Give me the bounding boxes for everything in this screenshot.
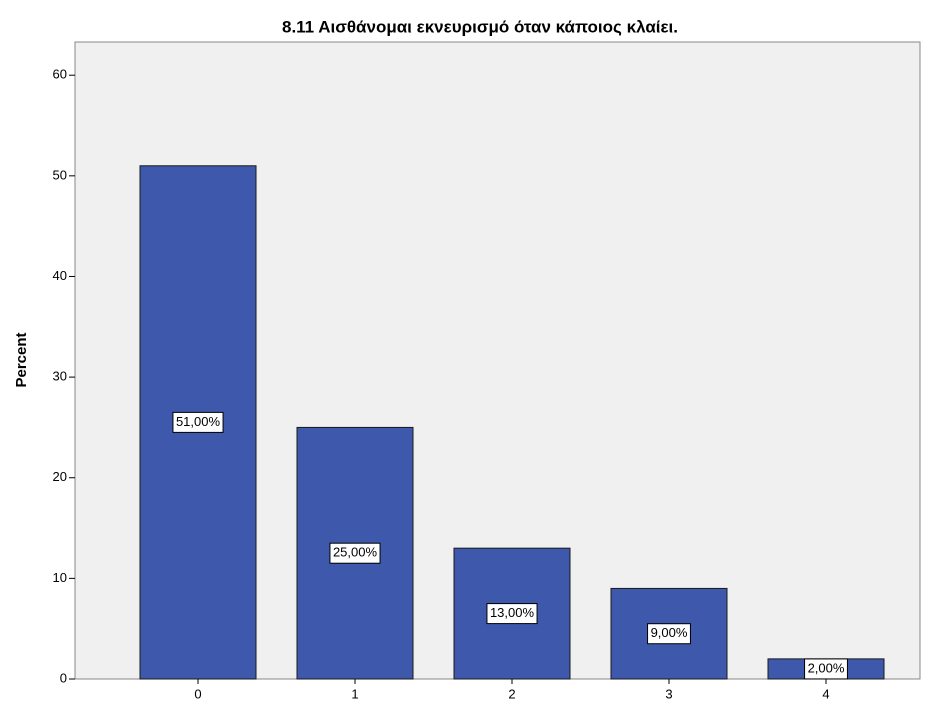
- y-tick-label: 60: [53, 67, 67, 82]
- x-tick-label: 2: [508, 686, 515, 701]
- chart-title: 8.11 Αισθάνομαι εκνευρισμό όταν κάποιος …: [282, 17, 678, 36]
- value-label: 25,00%: [333, 545, 378, 560]
- x-tick-label: 1: [351, 686, 358, 701]
- value-label-box: [647, 623, 691, 645]
- y-tick-label: 0: [60, 670, 67, 685]
- y-tick-label: 20: [53, 469, 67, 484]
- y-tick-label: 30: [53, 369, 67, 384]
- value-label-box: [329, 542, 381, 564]
- value-label-box: [172, 411, 224, 433]
- value-label: 2,00%: [808, 660, 845, 675]
- value-label: 9,00%: [651, 625, 688, 640]
- value-label: 51,00%: [176, 414, 221, 429]
- y-tick-label: 40: [53, 268, 67, 283]
- x-tick-label: 0: [194, 686, 201, 701]
- x-tick-label: 3: [665, 686, 672, 701]
- value-label-box: [804, 658, 848, 680]
- value-label-box: [486, 603, 538, 625]
- y-tick-label: 50: [53, 167, 67, 182]
- x-tick-label: 4: [822, 686, 829, 701]
- y-axis-label: Percent: [13, 332, 30, 387]
- y-tick-label: 10: [53, 570, 67, 585]
- value-label: 13,00%: [490, 605, 535, 620]
